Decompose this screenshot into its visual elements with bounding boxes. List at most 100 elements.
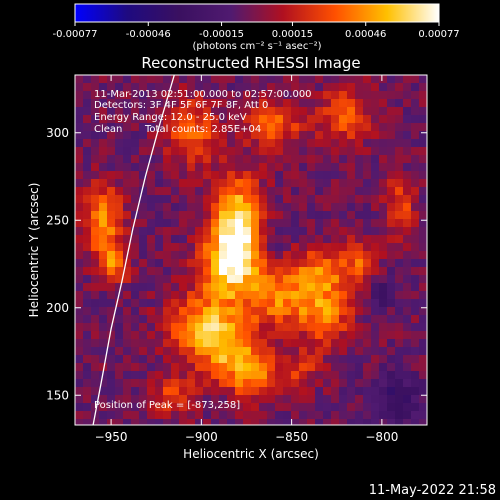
heatmap-cell — [371, 147, 380, 156]
heatmap-cell — [323, 131, 332, 140]
heatmap-cell — [83, 187, 92, 196]
heatmap-cell — [243, 419, 252, 425]
heatmap-cell — [83, 91, 92, 100]
heatmap-cell — [411, 275, 420, 284]
heatmap-cell — [99, 387, 108, 396]
heatmap-cell — [147, 411, 156, 420]
heatmap-cell — [155, 339, 164, 348]
heatmap-cell — [115, 171, 124, 180]
heatmap-cell — [83, 131, 92, 140]
heatmap-cell — [411, 323, 420, 332]
heatmap-cell — [171, 379, 180, 388]
heatmap-cell — [147, 147, 156, 156]
heatmap-cell — [267, 243, 276, 252]
heatmap-cell — [307, 243, 316, 252]
heatmap-cell — [83, 275, 92, 284]
heatmap-cell — [139, 235, 148, 244]
heatmap-cell — [195, 315, 204, 324]
heatmap-cell — [131, 131, 140, 140]
heatmap-cell — [123, 291, 132, 300]
heatmap-cell — [267, 331, 276, 340]
heatmap-cell — [91, 131, 100, 140]
heatmap-cell — [379, 347, 388, 356]
heatmap-cell — [227, 203, 236, 212]
x-tick-label: −800 — [365, 430, 398, 444]
heatmap-cell — [315, 171, 324, 180]
heatmap-cell — [315, 83, 324, 92]
heatmap-cell — [411, 307, 420, 316]
heatmap-cell — [107, 403, 116, 412]
heatmap-cell — [315, 251, 324, 260]
heatmap-cell — [163, 83, 172, 92]
heatmap-cell — [355, 259, 364, 268]
heatmap-cell — [387, 203, 396, 212]
heatmap-cell — [147, 203, 156, 212]
heatmap-cell — [219, 235, 228, 244]
heatmap-cell — [347, 235, 356, 244]
heatmap-cell — [259, 155, 268, 164]
heatmap-cell — [323, 315, 332, 324]
heatmap-cell — [283, 363, 292, 372]
heatmap-cell — [195, 395, 204, 404]
heatmap-cell — [179, 315, 188, 324]
heatmap-cell — [299, 179, 308, 188]
heatmap-cell — [147, 139, 156, 148]
heatmap-cell — [115, 339, 124, 348]
heatmap-cell — [315, 395, 324, 404]
heatmap-cell — [235, 147, 244, 156]
heatmap-cell — [243, 123, 252, 132]
heatmap-cell — [243, 171, 252, 180]
heatmap-cell — [195, 227, 204, 236]
y-tick-label: 300 — [46, 126, 69, 140]
heatmap-cell — [115, 243, 124, 252]
heatmap-cell — [171, 419, 180, 425]
heatmap-cell — [267, 163, 276, 172]
heatmap-cell — [411, 243, 420, 252]
heatmap-cell — [83, 323, 92, 332]
heatmap-cell — [323, 251, 332, 260]
heatmap-cell — [131, 347, 140, 356]
heatmap-cell — [267, 179, 276, 188]
heatmap-cell — [179, 331, 188, 340]
heatmap-cell — [123, 323, 132, 332]
heatmap-cell — [307, 259, 316, 268]
heatmap-cell — [403, 419, 412, 425]
heatmap-cell — [323, 403, 332, 412]
heatmap-cell — [115, 259, 124, 268]
heatmap-cell — [419, 395, 427, 404]
heatmap-cell — [275, 291, 284, 300]
heatmap-cell — [259, 83, 268, 92]
heatmap-cell — [275, 275, 284, 284]
heatmap-cell — [107, 131, 116, 140]
heatmap-cell — [75, 195, 84, 204]
heatmap-cell — [403, 403, 412, 412]
heatmap-cell — [83, 219, 92, 228]
heatmap-cell — [219, 163, 228, 172]
heatmap-cell — [411, 395, 420, 404]
heatmap-cell — [91, 187, 100, 196]
heatmap-cell — [267, 251, 276, 260]
heatmap-cell — [163, 387, 172, 396]
heatmap-cell — [171, 139, 180, 148]
heatmap-cell — [91, 227, 100, 236]
heatmap-cell — [187, 187, 196, 196]
heatmap-cell — [115, 83, 124, 92]
heatmap-cell — [211, 107, 220, 116]
heatmap-cell — [379, 107, 388, 116]
heatmap-cell — [219, 307, 228, 316]
heatmap-cell — [99, 123, 108, 132]
heatmap-cell — [179, 107, 188, 116]
heatmap-cell — [147, 363, 156, 372]
heatmap-cell — [211, 291, 220, 300]
heatmap-cell — [315, 379, 324, 388]
heatmap-cell — [379, 123, 388, 132]
heatmap-cell — [291, 243, 300, 252]
heatmap-cell — [259, 115, 268, 124]
heatmap-cell — [211, 163, 220, 172]
heatmap-cell — [227, 91, 236, 100]
heatmap-cell — [387, 211, 396, 220]
heatmap-cell — [235, 315, 244, 324]
heatmap-cell — [179, 147, 188, 156]
heatmap-cell — [331, 419, 340, 425]
heatmap-cell — [123, 75, 132, 84]
